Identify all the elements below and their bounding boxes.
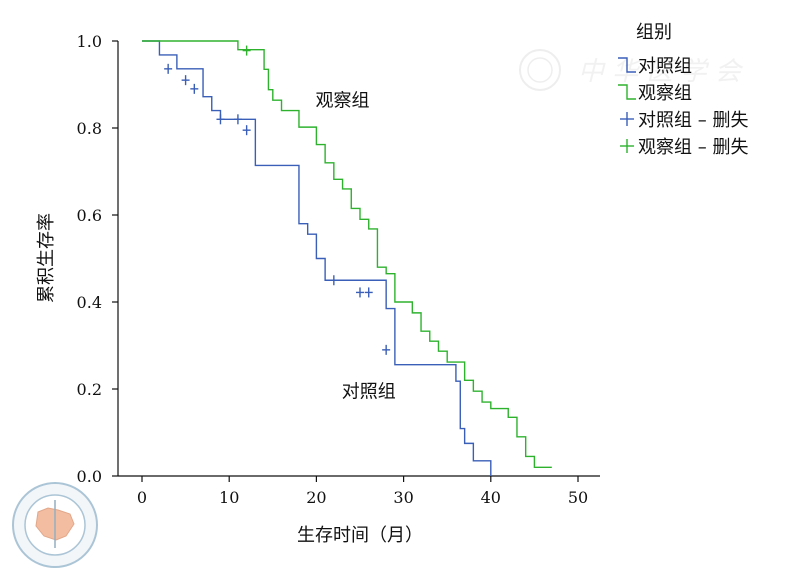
legend-item: 对照组	[618, 56, 692, 77]
legend-item: 观察组	[618, 83, 692, 104]
y-tick-label: 0.6	[77, 206, 102, 225]
legend-label: 观察组	[638, 83, 692, 104]
x-tick-label: 40	[481, 488, 501, 507]
series-observation	[142, 40, 552, 468]
y-tick-label: 1.0	[77, 32, 102, 51]
series-control	[142, 40, 492, 476]
society-logo	[12, 482, 98, 568]
x-tick-label: 50	[568, 488, 588, 507]
censor-mark	[356, 287, 364, 298]
x-tick-label: 0	[137, 488, 147, 507]
legend-step-swatch	[618, 57, 636, 73]
y-tick-label: 0.2	[77, 380, 102, 399]
watermark-seal: 中 华 医 学 会	[519, 49, 744, 91]
legend-step-swatch	[618, 84, 636, 100]
y-tick-label: 0.0	[77, 467, 102, 486]
censor-mark	[242, 45, 251, 56]
legend-title: 组别	[636, 22, 672, 43]
legend-label: 对照组 – 删失	[638, 110, 748, 131]
svg-text:中 华 医 学 会: 中 华 医 学 会	[578, 57, 744, 87]
censor-mark	[164, 63, 173, 74]
censor-mark	[216, 114, 225, 125]
survival-step-line	[142, 40, 492, 476]
censor-mark	[242, 125, 251, 136]
censor-mark	[382, 344, 391, 355]
censor-mark	[181, 75, 190, 86]
survival-step-line	[142, 40, 552, 468]
plot-axes: 0 10 20 30 40 50 0.0 0.2 0.4 0.6 0.8 1.0	[77, 32, 600, 507]
series-layer	[142, 40, 552, 476]
y-axis-label: 累积生存率	[36, 213, 57, 303]
censor-mark	[190, 83, 199, 94]
series-annotation: 观察组	[316, 90, 370, 111]
censor-mark	[364, 287, 373, 298]
x-tick-label: 20	[306, 488, 326, 507]
legend-label: 观察组 – 删失	[638, 137, 748, 158]
censor-mark	[233, 114, 242, 125]
y-tick-label: 0.8	[77, 119, 102, 138]
x-axis-label: 生存时间（月）	[297, 525, 423, 546]
y-tick-label: 0.4	[77, 293, 102, 312]
x-tick-label: 10	[219, 488, 239, 507]
legend-label: 对照组	[638, 56, 692, 77]
legend-item: 对照组 – 删失	[620, 110, 748, 131]
series-annotation: 对照组	[342, 382, 396, 403]
x-tick-label: 30	[393, 488, 413, 507]
censor-mark	[329, 275, 338, 286]
legend-item: 观察组 – 删失	[620, 137, 748, 158]
